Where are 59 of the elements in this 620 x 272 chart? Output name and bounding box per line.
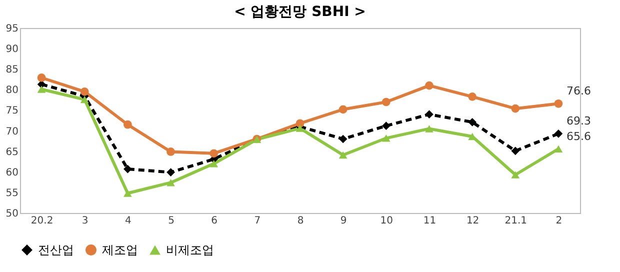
x-tick-label: 3 xyxy=(82,216,88,226)
point xyxy=(382,98,390,106)
point xyxy=(124,164,132,174)
point xyxy=(166,178,175,186)
data-label: 76.6 xyxy=(566,84,591,98)
point xyxy=(554,129,563,138)
point xyxy=(468,92,476,101)
y-tick-label: 75 xyxy=(6,106,18,117)
y-tick-label: 80 xyxy=(6,85,18,96)
y-tick-label: 65 xyxy=(6,146,18,158)
x-tick-label: 8 xyxy=(297,216,304,226)
x-tick-label: 12 xyxy=(466,216,480,226)
x-tick-label: 11 xyxy=(423,216,436,226)
point xyxy=(425,125,434,132)
point xyxy=(80,88,89,96)
y-tick-label: 95 xyxy=(6,24,18,34)
chart-title: < 업황전망 SBHI > xyxy=(234,4,366,20)
x-tick-label: 5 xyxy=(168,216,174,226)
point xyxy=(124,120,132,129)
point xyxy=(37,74,46,82)
y-tick-label: 85 xyxy=(6,64,18,76)
data-label: 65.6 xyxy=(566,130,591,143)
legend-label: 제조업 xyxy=(102,243,138,257)
point xyxy=(210,149,218,158)
x-tick-label: 7 xyxy=(254,216,261,226)
x-tick-label: 21.1 xyxy=(504,216,528,226)
point xyxy=(511,171,520,178)
point xyxy=(425,110,434,119)
point xyxy=(166,168,175,176)
x-tick-label: 6 xyxy=(211,216,218,226)
point xyxy=(382,134,390,142)
point xyxy=(166,148,175,156)
legend-label: 비제조업 xyxy=(166,243,214,257)
y-tick-label: 50 xyxy=(6,208,18,220)
point xyxy=(338,134,348,144)
legend-label: 전산업 xyxy=(38,243,74,257)
x-tick-label: 9 xyxy=(340,216,347,226)
point xyxy=(80,96,89,104)
point xyxy=(511,104,520,113)
point xyxy=(124,190,132,197)
point xyxy=(554,99,563,108)
y-tick-label: 60 xyxy=(6,167,18,178)
data-label: 69.3 xyxy=(566,114,591,128)
point xyxy=(37,86,46,93)
point xyxy=(425,81,434,90)
y-tick-label: 70 xyxy=(6,126,18,138)
point xyxy=(338,105,348,114)
point xyxy=(382,122,390,130)
y-tick-label: 55 xyxy=(6,188,18,199)
point xyxy=(210,160,218,168)
point xyxy=(554,145,563,152)
x-tick-label: 20.2 xyxy=(30,216,54,226)
x-tick-label: 2 xyxy=(556,216,562,226)
x-tick-label: 4 xyxy=(125,216,132,226)
y-tick-label: 90 xyxy=(6,44,18,56)
x-tick-label: 10 xyxy=(380,216,394,226)
point xyxy=(511,146,520,156)
point xyxy=(338,151,348,159)
point xyxy=(468,118,476,126)
